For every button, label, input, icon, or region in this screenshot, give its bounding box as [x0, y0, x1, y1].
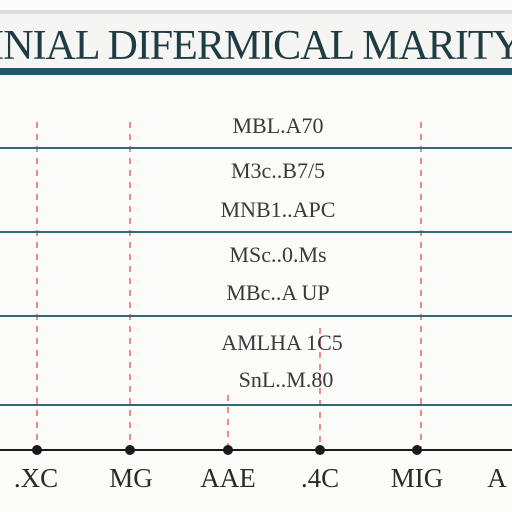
- axis-label: MIG: [391, 463, 444, 493]
- row-separators: [0, 147, 512, 406]
- dashed-guides: [36, 122, 422, 448]
- axis-label: .4C: [301, 463, 339, 493]
- axis-marker: [315, 445, 325, 455]
- axis-marker: [412, 445, 422, 455]
- row-labels: MBL.A70 M3c..B7/5 MNB1..APC MSc..0.Ms MB…: [221, 113, 343, 392]
- row-label: MSc..0.Ms: [229, 242, 326, 267]
- axis-label: AAE: [200, 463, 256, 493]
- row-label: AMLHA 1C5: [221, 330, 343, 355]
- axis-label: A: [487, 463, 507, 493]
- axis-labels: .XC MG AAE .4C MIG A: [14, 463, 507, 493]
- row-label: M3c..B7/5: [231, 158, 325, 183]
- title-background: [0, 10, 512, 72]
- title-block: INIAL DIFERMICAL MARITY: [0, 10, 512, 75]
- row-label: MNB1..APC: [221, 197, 336, 222]
- axis-marker: [125, 445, 135, 455]
- row-label: MBc..A UP: [226, 280, 329, 305]
- title-underline-band: [0, 68, 512, 75]
- bottom-axis: [0, 445, 512, 455]
- axis-marker: [32, 445, 42, 455]
- axis-label: .XC: [14, 463, 58, 493]
- axis-label: MG: [109, 463, 153, 493]
- diagram-title: INIAL DIFERMICAL MARITY: [0, 23, 512, 69]
- title-top-band: [0, 10, 512, 14]
- row-label: MBL.A70: [232, 113, 323, 138]
- row-label: SnL..M.80: [239, 367, 334, 392]
- axis-marker: [223, 445, 233, 455]
